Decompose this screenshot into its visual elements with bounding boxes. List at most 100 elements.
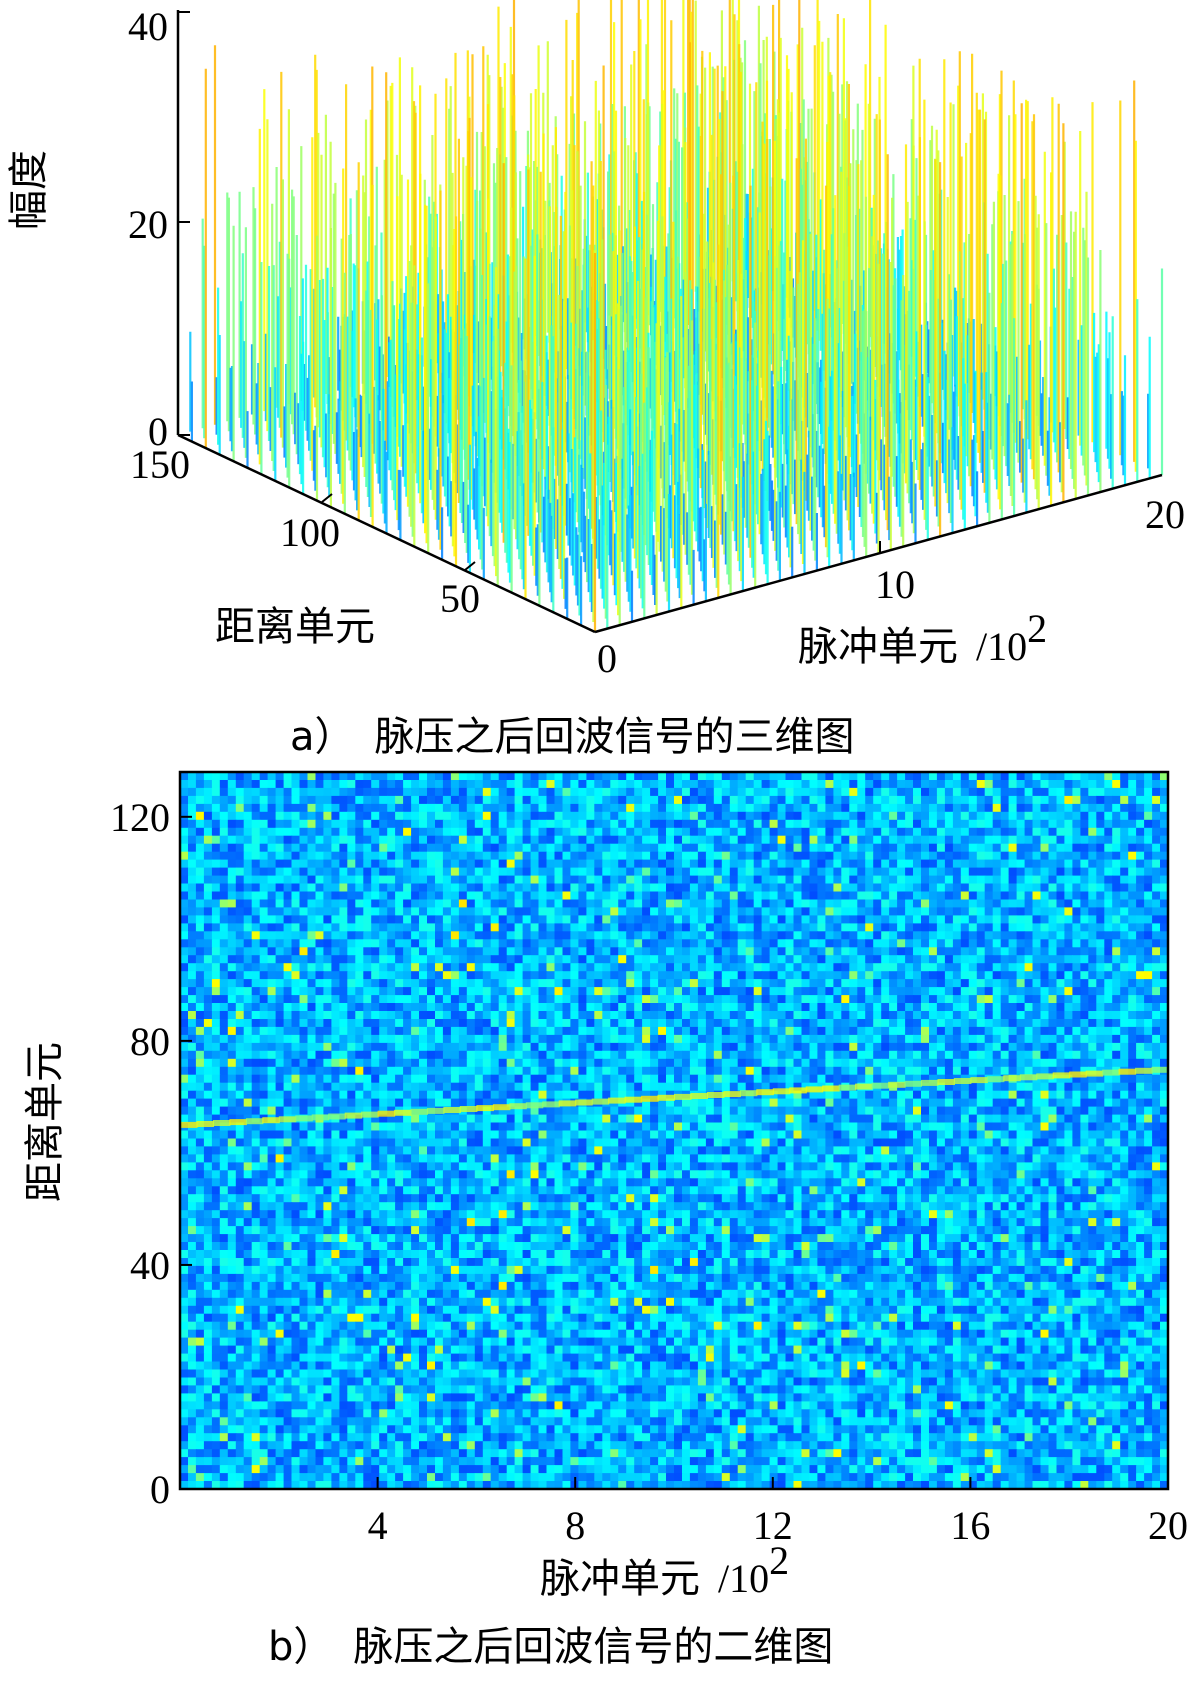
heatmap-cell [203, 780, 213, 789]
heatmap-cell [466, 979, 476, 988]
heatmap-cell [921, 891, 930, 901]
heatmap-cell [498, 819, 508, 829]
heatmap-cell [427, 923, 436, 932]
heatmap-cell [522, 803, 532, 813]
heatmap-cell [857, 939, 866, 948]
heatmap-cell [634, 979, 643, 988]
heatmap-cell [482, 875, 492, 885]
heatmap-cell [921, 851, 930, 861]
heatmap-cell [769, 971, 779, 980]
heatmap-cell [1080, 827, 1089, 837]
heatmap-cell [411, 899, 420, 909]
heatmap-cell [315, 915, 325, 924]
heatmap-cell [761, 819, 771, 829]
heatmap-cell [674, 780, 683, 789]
heatmap-cell [865, 780, 874, 789]
heatmap-cell [251, 907, 261, 916]
heatmap-cell [1024, 867, 1034, 877]
heatmap-cell [211, 867, 221, 877]
heatmap-cell [650, 947, 659, 956]
heatmap-cell [522, 835, 532, 845]
heatmap-cell [379, 907, 388, 916]
heatmap-cell [466, 843, 476, 853]
heatmap-cell [1040, 987, 1050, 996]
heatmap-cell [411, 883, 420, 893]
heatmap-cell [427, 883, 436, 893]
heatmap-cell [1072, 859, 1081, 869]
heatmap-cell [626, 851, 635, 861]
heatmap-cell [865, 931, 874, 940]
heatmap-cell [745, 987, 755, 996]
heatmap-cell [689, 795, 699, 805]
heatmap-cell [514, 963, 524, 972]
heatmap-cell [323, 995, 332, 1004]
heatmap-cell [1096, 819, 1105, 829]
heatmap-cell [921, 963, 930, 972]
heatmap-cell [849, 931, 858, 940]
heatmap-cell [721, 835, 731, 845]
heatmap-cell [857, 787, 866, 797]
heatmap-cell [905, 859, 914, 869]
heatmap-cell [395, 923, 404, 932]
heatmap-cell [992, 947, 1002, 956]
heatmap-cell [865, 891, 874, 901]
heatmap-cell [689, 843, 699, 853]
heatmap-cell [419, 947, 428, 956]
heatmap-cell [1056, 811, 1066, 821]
heatmap-cell [594, 971, 603, 980]
heatmap-cell [1096, 795, 1105, 805]
heatmap-cell [721, 811, 731, 821]
heatmap-cell [753, 875, 763, 885]
heatmap-cell [1104, 899, 1113, 909]
heatmap-cell [331, 979, 340, 988]
heatmap-cell [546, 947, 556, 956]
heatmap-cell [450, 835, 460, 845]
heatmap-cell [658, 883, 667, 893]
heatmap-cell [442, 883, 452, 893]
heatmap-cell [1064, 772, 1073, 781]
heatmap-cell [1096, 947, 1105, 956]
heatmap-cell [490, 772, 500, 781]
heatmap-cell [729, 963, 739, 972]
heatmap-cell [299, 843, 309, 853]
heatmap-cell [1056, 772, 1066, 781]
heatmap-cell [283, 987, 293, 996]
heatmap-cell [737, 891, 747, 901]
heatmap-cell [817, 859, 826, 869]
heatmap-cell [1048, 835, 1058, 845]
heatmap-cell [1080, 883, 1089, 893]
heatmap-cell [650, 939, 659, 948]
heatmap-cell [1120, 795, 1129, 805]
heatmap-cell [331, 955, 340, 964]
heatmap-cell [554, 875, 564, 885]
heatmap-cell [602, 883, 611, 893]
heatmap-cell [243, 995, 253, 1004]
heatmap-cell [1080, 963, 1089, 972]
heatmap-cell [506, 803, 516, 813]
heatmap-cell [610, 955, 619, 964]
heatmap-cell [371, 811, 380, 821]
heatmap-cell [586, 899, 595, 909]
heatmap-cell [634, 795, 643, 805]
heatmap-cell [419, 995, 428, 1004]
heatmap-cell [307, 843, 317, 853]
heatmap-cell [458, 883, 468, 893]
heatmap-cell [713, 772, 723, 781]
heatmap-cell [275, 843, 285, 853]
heatmap-cell [705, 827, 715, 837]
heatmap-cell [968, 987, 978, 996]
heatmap-cell [809, 875, 819, 885]
heatmap-cell [219, 907, 229, 916]
heatmap-cell [490, 843, 500, 853]
heatmap-cell [769, 987, 779, 996]
heatmap-cell [952, 971, 962, 980]
heatmap-cell [1136, 851, 1145, 861]
heatmap-cell [347, 827, 356, 837]
heatmap-cell [1080, 780, 1089, 789]
heatmap-cell [881, 979, 890, 988]
heatmap-cell [825, 851, 834, 861]
heatmap-cell [913, 835, 922, 845]
heatmap-cell [427, 971, 436, 980]
heatmap-cell [442, 947, 452, 956]
heatmap-cell [442, 803, 452, 813]
